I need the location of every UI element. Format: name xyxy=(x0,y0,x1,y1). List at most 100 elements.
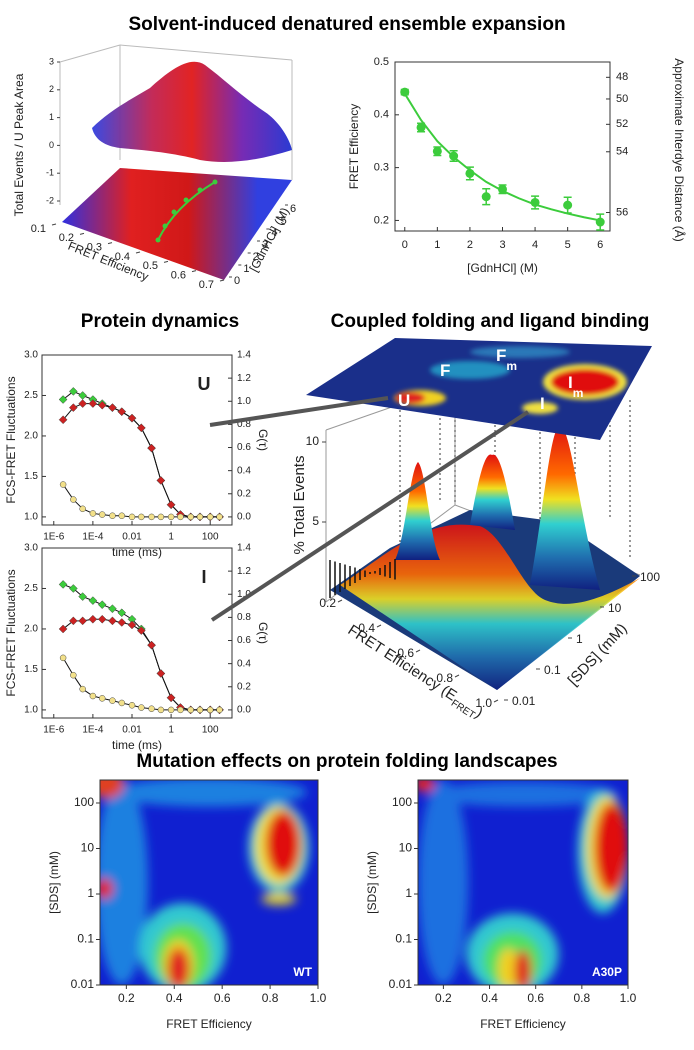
y2-tick-label: 1.2 xyxy=(237,373,251,384)
y-tick-label: 3.0 xyxy=(24,350,38,361)
peak xyxy=(470,454,515,530)
y2-tick-label: 0.4 xyxy=(237,658,251,669)
data-point xyxy=(156,669,166,678)
map-label-text: F xyxy=(440,361,450,380)
x-axis-label: time (ms) xyxy=(112,738,162,752)
x-tick xyxy=(454,674,460,678)
x-tick-label: 0.4 xyxy=(358,621,375,635)
data-point xyxy=(58,624,68,634)
heatmap-blob xyxy=(418,780,435,793)
y-tick-label: 10 xyxy=(81,841,95,855)
y-tick-label: 1.5 xyxy=(24,664,38,675)
data-point xyxy=(498,184,507,194)
data-point xyxy=(196,513,204,521)
data-point xyxy=(432,146,442,156)
y2-tick-label: 0.2 xyxy=(237,488,251,499)
data-point xyxy=(530,197,540,207)
data-point xyxy=(108,604,117,614)
data-point xyxy=(206,706,214,714)
data-point xyxy=(156,476,166,485)
plot-frame xyxy=(394,61,611,232)
data-point xyxy=(89,510,97,517)
y2-tick-label: 54 xyxy=(616,146,628,158)
y-tick-label: 100 xyxy=(640,570,660,584)
fit-line xyxy=(62,657,220,711)
data-point xyxy=(58,415,68,425)
heatmap-blob xyxy=(265,810,301,877)
plot-frame xyxy=(417,779,629,986)
y2-tick-label: 0.6 xyxy=(237,635,251,646)
y2-tick-label: 0.4 xyxy=(237,465,251,476)
x-tick-label: 3 xyxy=(499,239,505,251)
y-tick-label: 1 xyxy=(243,263,249,275)
floor-point xyxy=(155,237,161,243)
z-tick-label: -1 xyxy=(46,168,54,178)
x-axis-label: time (ms) xyxy=(112,545,162,559)
x-tick-label: 6 xyxy=(597,239,603,251)
heatmap-blob xyxy=(418,780,469,985)
data-point xyxy=(187,706,194,714)
x-tick-label: 0.7 xyxy=(199,279,214,291)
heatmap-blob xyxy=(100,780,148,985)
y-axis-label: [SDS] (mM) xyxy=(365,851,379,914)
x-tick-label: 0.4 xyxy=(166,991,183,1005)
heatmap-blob xyxy=(514,950,532,985)
x-tick-label: 0.4 xyxy=(481,991,498,1005)
y2-tick-label: 0.8 xyxy=(237,419,251,430)
x-axis-label: [GdnHCl] (M) xyxy=(467,261,538,275)
x-tick xyxy=(219,279,225,282)
y2-tick-label: 1.4 xyxy=(237,543,251,554)
fit-line xyxy=(62,403,220,518)
data-point xyxy=(128,513,136,521)
y2-axis-label: G(τ) xyxy=(256,429,270,451)
y2-axis-label: G(τ) xyxy=(256,622,270,644)
x-tick-label: 1E-6 xyxy=(43,725,65,736)
y-tick-label: 5 xyxy=(281,215,287,227)
x-tick-label: 5 xyxy=(565,239,571,251)
x-tick-label: 0.8 xyxy=(574,991,591,1005)
heatmap-blob xyxy=(428,782,618,807)
y2-tick-label: 1.0 xyxy=(237,589,251,600)
y-tick-label: 0.1 xyxy=(77,932,94,946)
y-tick-label: 100 xyxy=(74,795,94,809)
data-point xyxy=(157,706,165,714)
y-tick-label: 0.1 xyxy=(395,932,412,946)
data-point xyxy=(97,600,107,610)
data-point xyxy=(187,513,194,521)
x-tick xyxy=(51,223,57,226)
heatmap-blob xyxy=(261,892,297,906)
map-label: Im xyxy=(568,373,583,400)
x-tick-label: 0.4 xyxy=(115,251,130,263)
data-point xyxy=(136,626,146,635)
data-point xyxy=(88,399,98,408)
x-tick-label: 100 xyxy=(202,725,219,736)
y2-tick-label: 0.0 xyxy=(237,705,251,716)
y2-tick-label: 50 xyxy=(616,93,628,105)
map-label-text: F xyxy=(496,346,506,365)
y-tick-label: 1.0 xyxy=(24,512,38,523)
x-tick-label: 0.2 xyxy=(319,596,336,610)
y-tick-label: 2.0 xyxy=(24,431,38,442)
data-point xyxy=(117,618,127,627)
fit-line xyxy=(62,484,220,518)
heatmap-blob xyxy=(497,948,519,985)
map-blob xyxy=(551,369,619,395)
peak xyxy=(530,425,600,590)
data-point xyxy=(59,481,67,488)
x-tick xyxy=(415,649,421,653)
data-point xyxy=(177,706,184,714)
heatmap-blobs xyxy=(418,780,628,985)
section-heading: Mutation effects on protein folding land… xyxy=(136,751,557,772)
y-tick-label: 10 xyxy=(399,841,413,855)
data-point xyxy=(68,584,78,593)
x-tick-label: 0.01 xyxy=(122,532,142,543)
data-point xyxy=(109,512,116,519)
fit-curve xyxy=(157,181,216,241)
section-heading: Protein dynamics xyxy=(81,311,239,332)
map-blob xyxy=(470,346,570,358)
data-point xyxy=(89,692,97,700)
y-axis-label: FCS-FRET Fluctuations xyxy=(4,569,18,696)
z-tick-label: 3 xyxy=(49,56,54,66)
x-tick-label: 0.8 xyxy=(262,991,279,1005)
floor-point xyxy=(162,223,168,229)
